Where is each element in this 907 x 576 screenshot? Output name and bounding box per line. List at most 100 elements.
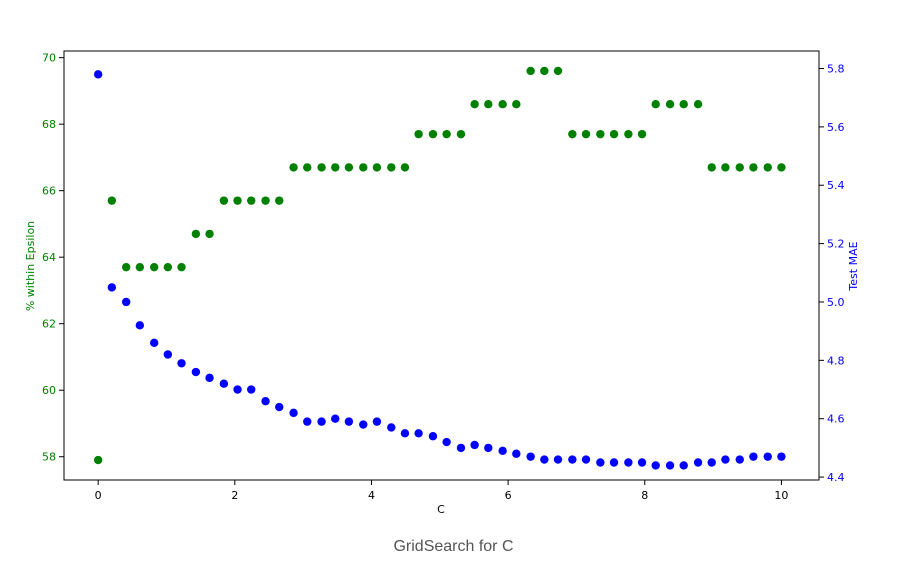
pct-within-epsilon-point bbox=[261, 196, 270, 205]
left-y-tick-label: 64 bbox=[42, 251, 56, 264]
test-mae-point bbox=[372, 417, 382, 426]
x-tick-label: 4 bbox=[368, 489, 375, 502]
test-mae-point bbox=[540, 455, 549, 464]
left-y-tick-label: 66 bbox=[42, 185, 56, 198]
pct-within-epsilon-point bbox=[498, 100, 507, 109]
pct-within-epsilon-point bbox=[721, 163, 730, 172]
pct-within-epsilon-point bbox=[400, 163, 410, 172]
right-y-tick-label: 5.6 bbox=[827, 121, 845, 134]
pct-within-epsilon-point bbox=[275, 196, 284, 205]
pct-within-epsilon-point bbox=[387, 163, 396, 172]
test-mae-point bbox=[581, 455, 591, 464]
pct-within-epsilon-point bbox=[609, 129, 619, 139]
right-y-tick-label: 5.2 bbox=[827, 238, 845, 251]
test-mae-point bbox=[359, 420, 368, 429]
test-mae-point bbox=[749, 452, 758, 461]
test-mae-point bbox=[665, 461, 675, 470]
right-y-tick-label: 4.6 bbox=[827, 413, 845, 426]
chart-caption: GridSearch for C bbox=[393, 538, 514, 555]
pct-within-epsilon-point bbox=[205, 229, 214, 239]
test-mae-point bbox=[693, 458, 703, 467]
right-y-tick-label: 5.4 bbox=[827, 179, 845, 192]
pct-within-epsilon-point bbox=[121, 262, 131, 272]
test-mae-point bbox=[163, 350, 173, 359]
pct-within-epsilon-point bbox=[484, 100, 493, 109]
test-mae-point bbox=[442, 437, 451, 447]
data-points bbox=[93, 66, 786, 470]
test-mae-point bbox=[679, 461, 688, 470]
test-mae-point bbox=[777, 452, 786, 461]
test-mae-point bbox=[289, 408, 298, 418]
test-mae-point bbox=[344, 417, 354, 426]
test-mae-point bbox=[275, 402, 284, 412]
right-y-tick-label: 5.8 bbox=[827, 63, 845, 76]
test-mae-point bbox=[526, 452, 535, 461]
right-y-tick-label: 4.8 bbox=[827, 354, 845, 367]
pct-within-epsilon-point bbox=[93, 455, 103, 465]
x-axis: 0 2 4 6 8 10 bbox=[95, 480, 788, 502]
test-mae-point bbox=[149, 338, 159, 348]
test-mae-point bbox=[121, 297, 131, 307]
test-mae-point bbox=[609, 458, 619, 467]
pct-within-epsilon-point bbox=[651, 100, 660, 109]
test-mae-point bbox=[763, 452, 772, 461]
pct-within-epsilon-point bbox=[317, 163, 326, 172]
test-mae-point bbox=[484, 443, 493, 453]
x-tick-label: 10 bbox=[774, 489, 788, 502]
pct-within-epsilon-point bbox=[442, 129, 451, 139]
x-tick-label: 2 bbox=[231, 489, 238, 502]
test-mae-point bbox=[735, 455, 744, 464]
pct-within-epsilon-point bbox=[428, 129, 438, 139]
right-y-tick-label: 5.0 bbox=[827, 296, 845, 309]
test-mae-point bbox=[93, 70, 103, 79]
pct-within-epsilon-point bbox=[135, 262, 145, 272]
pct-within-epsilon-point bbox=[470, 100, 479, 109]
pct-within-epsilon-point bbox=[581, 129, 591, 139]
pct-within-epsilon-point bbox=[331, 163, 340, 172]
test-mae-point bbox=[247, 385, 256, 394]
pct-within-epsilon-point bbox=[735, 163, 744, 172]
test-mae-point bbox=[707, 458, 716, 467]
test-mae-point bbox=[317, 417, 326, 426]
pct-within-epsilon-point bbox=[219, 196, 229, 205]
pct-within-epsilon-point bbox=[679, 100, 688, 109]
pct-within-epsilon-point bbox=[107, 196, 117, 205]
test-mae-point bbox=[637, 458, 647, 467]
test-mae-point bbox=[470, 440, 479, 450]
pct-within-epsilon-point bbox=[372, 163, 382, 172]
test-mae-point bbox=[721, 455, 730, 464]
test-mae-point bbox=[624, 458, 633, 467]
right-y-tick-label: 4.4 bbox=[827, 471, 845, 484]
x-tick-label: 8 bbox=[641, 489, 648, 502]
pct-within-epsilon-point bbox=[526, 66, 535, 76]
pct-within-epsilon-point bbox=[763, 163, 772, 172]
left-y-axis-label: % within Epsilon bbox=[24, 221, 37, 311]
pct-within-epsilon-point bbox=[777, 163, 786, 172]
pct-within-epsilon-point bbox=[456, 129, 466, 139]
test-mae-point bbox=[651, 461, 660, 470]
pct-within-epsilon-point bbox=[359, 163, 368, 172]
test-mae-point bbox=[303, 417, 312, 426]
pct-within-epsilon-point bbox=[191, 229, 201, 239]
test-mae-point bbox=[498, 446, 507, 456]
test-mae-point bbox=[596, 458, 605, 467]
test-mae-point bbox=[400, 429, 410, 438]
pct-within-epsilon-point bbox=[163, 262, 173, 272]
test-mae-point bbox=[414, 429, 423, 438]
pct-within-epsilon-point bbox=[289, 163, 298, 172]
test-mae-point bbox=[135, 321, 145, 330]
test-mae-point bbox=[553, 455, 563, 464]
left-y-tick-label: 68 bbox=[42, 118, 56, 131]
left-y-tick-label: 60 bbox=[42, 384, 56, 397]
pct-within-epsilon-point bbox=[624, 129, 633, 139]
test-mae-point bbox=[191, 367, 201, 377]
test-mae-point bbox=[219, 379, 229, 388]
x-axis-label: C bbox=[437, 503, 445, 516]
pct-within-epsilon-point bbox=[596, 129, 605, 139]
x-tick-label: 6 bbox=[505, 489, 512, 502]
test-mae-point bbox=[568, 455, 577, 464]
test-mae-point bbox=[331, 414, 340, 423]
pct-within-epsilon-point bbox=[303, 163, 312, 172]
left-y-tick-label: 70 bbox=[42, 52, 56, 65]
